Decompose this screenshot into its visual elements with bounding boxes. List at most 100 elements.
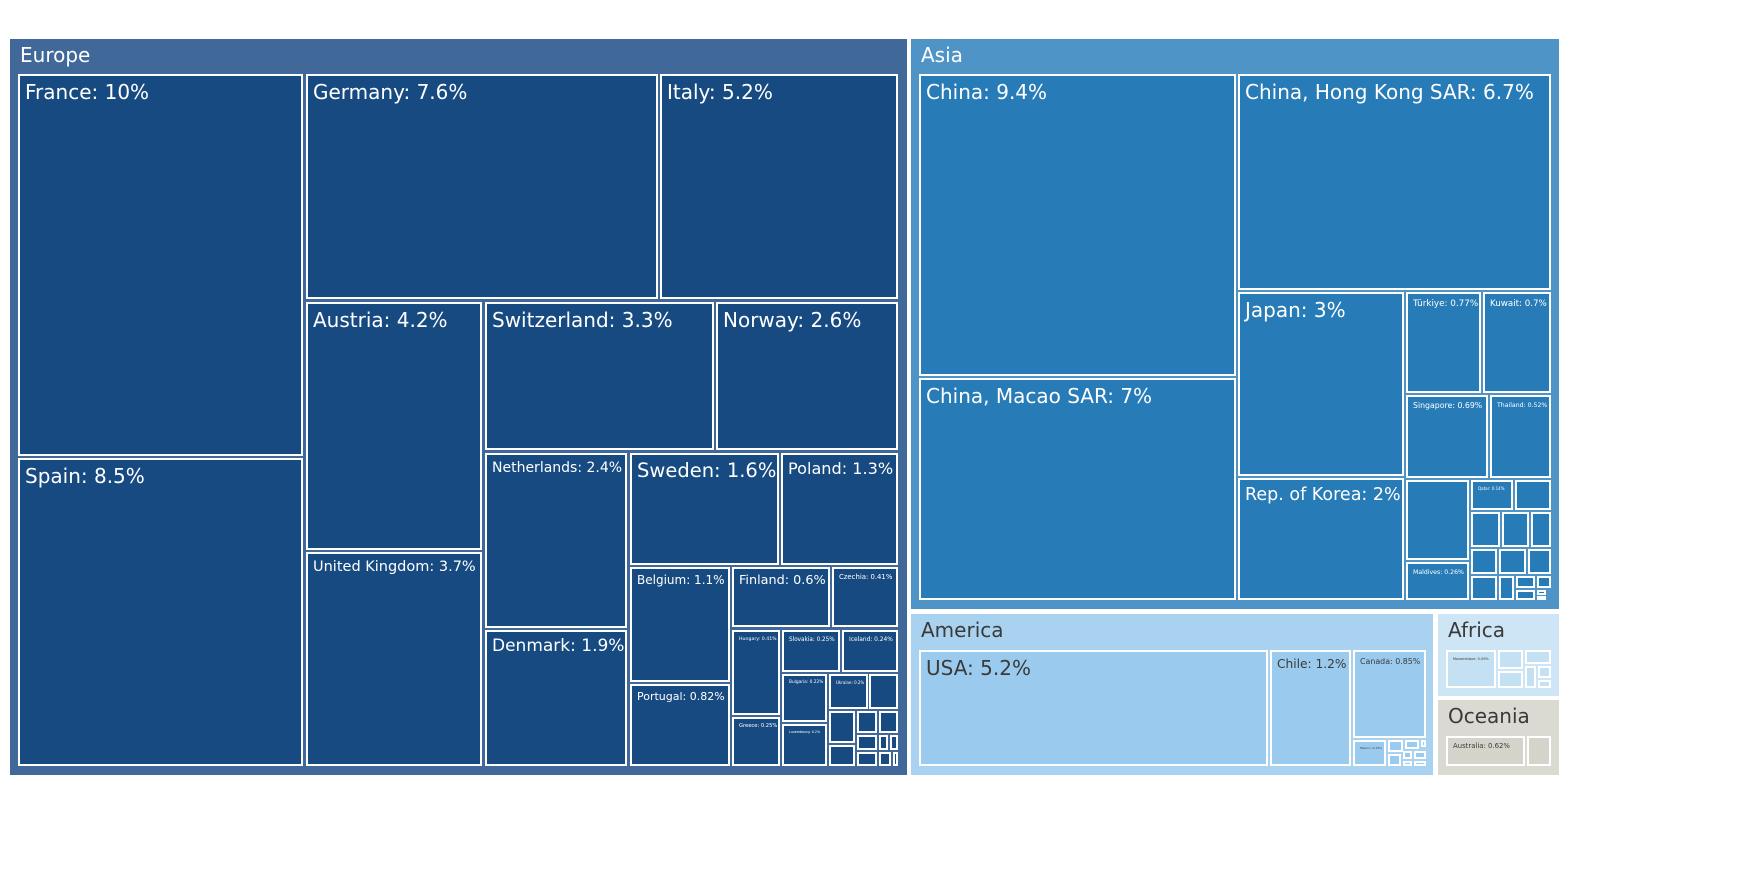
tile-denmark: Denmark: 1.9% (485, 630, 627, 766)
tile-japan: Japan: 3% (1238, 292, 1404, 476)
tile-unlabeled (1537, 576, 1551, 588)
tile-china: China: 9.4% (919, 74, 1236, 376)
tile-label: Bulgaria: 0.22% (789, 680, 824, 685)
tile-united-kingdom: United Kingdom: 3.7% (306, 552, 482, 766)
tile-unlabeled (879, 735, 888, 750)
tile-unlabeled (1537, 590, 1546, 595)
tile-label: France: 10% (25, 80, 150, 104)
tile-unlabeled (1498, 671, 1523, 688)
tile-austria: Austria: 4.2% (306, 302, 482, 550)
tile-unlabeled (1414, 761, 1426, 766)
tile-label: Thailand: 0.52% (1497, 402, 1548, 409)
tile-label: Qatar: 0.14% (1478, 486, 1505, 491)
tile-label: Chile: 1.2% (1277, 657, 1347, 671)
tile-qatar: Qatar: 0.14% (1471, 480, 1513, 510)
tile-luxembourg: Luxembourg: 0.2% (782, 724, 827, 766)
tile-singapore: Singapore: 0.69% (1406, 395, 1488, 478)
tile-label: Czechia: 0.41% (839, 573, 893, 581)
tile-canada: Canada: 0.85% (1353, 650, 1426, 738)
region-label: America (921, 618, 1004, 642)
tile-label: Italy: 5.2% (667, 80, 773, 104)
tile-unlabeled (1403, 761, 1412, 766)
tile-belgium: Belgium: 1.1% (630, 567, 730, 682)
tile-unlabeled (1406, 480, 1469, 560)
tile-label: Poland: 1.3% (788, 459, 894, 478)
tile-unlabeled (1421, 740, 1426, 747)
tile-unlabeled (857, 711, 877, 733)
tile-label: Ukraine: 0.2% (836, 680, 865, 685)
tile-label: Mexico: 0.15% (1360, 746, 1382, 750)
tile-unlabeled (1471, 576, 1497, 600)
tile-finland: Finland: 0.6% (732, 567, 830, 627)
tile-label: Canada: 0.85% (1360, 657, 1421, 666)
tile-unlabeled (1499, 576, 1514, 600)
tile-norway: Norway: 2.6% (716, 302, 898, 450)
tile-bulgaria: Bulgaria: 0.22% (782, 674, 827, 722)
tile-china-macao-sar: China, Macao SAR: 7% (919, 378, 1236, 600)
tile-label: Belgium: 1.1% (637, 573, 725, 587)
tile-label: Hungary: 0.41% (739, 637, 777, 642)
tile-label: Portugal: 0.82% (637, 690, 725, 703)
tile-iceland: Iceland: 0.24% (842, 630, 898, 672)
tile-mozambique: Mozambique: 0.09% (1446, 650, 1496, 688)
tile-label: Maldives: 0.26% (1413, 569, 1464, 576)
tile-ukraine: Ukraine: 0.2% (829, 674, 868, 709)
tile-label: Netherlands: 2.4% (492, 460, 623, 476)
tile-label: Australia: 0.62% (1453, 742, 1510, 750)
tile-czechia: Czechia: 0.41% (832, 567, 898, 627)
tile-australia: Australia: 0.62% (1446, 736, 1525, 766)
region-label: Europe (20, 43, 91, 67)
tile-chile: Chile: 1.2% (1270, 650, 1351, 766)
region-label: Africa (1448, 618, 1506, 642)
tile-unlabeled (893, 752, 898, 766)
tile-label: United Kingdom: 3.7% (313, 559, 476, 575)
tile-unlabeled (857, 752, 877, 766)
tile-unlabeled (1498, 650, 1523, 669)
tile-rep-of-korea: Rep. of Korea: 2% (1238, 478, 1404, 600)
tile-unlabeled (1516, 590, 1535, 600)
tile-unlabeled (1414, 751, 1426, 759)
tile-portugal: Portugal: 0.82% (630, 684, 730, 766)
tile-unlabeled (829, 745, 855, 766)
tile-label: Slovakia: 0.25% (789, 637, 835, 643)
tile-unlabeled (1515, 480, 1551, 510)
tile-unlabeled (1388, 754, 1401, 766)
tile-label: China, Macao SAR: 7% (926, 384, 1153, 408)
tile-unlabeled (1471, 549, 1497, 574)
tile-label: Iceland: 0.24% (849, 637, 893, 643)
tile-kuwait: Kuwait: 0.7% (1483, 292, 1551, 393)
tile-label: Germany: 7.6% (313, 80, 468, 104)
tile-unlabeled (1538, 680, 1551, 688)
tile-label: Spain: 8.5% (25, 464, 145, 488)
tile-unlabeled (1388, 740, 1403, 752)
tile-unlabeled (890, 735, 898, 750)
tile-label: Switzerland: 3.3% (492, 308, 673, 332)
tile-label: Greece: 0.25% (739, 723, 778, 729)
tile-label: China: 9.4% (926, 80, 1048, 104)
region-label: Asia (921, 43, 963, 67)
tile-maldives: Maldives: 0.26% (1406, 562, 1469, 600)
tile-label: Sweden: 1.6% (637, 459, 777, 482)
tile-unlabeled (1537, 596, 1546, 600)
tile-unlabeled (1403, 751, 1412, 759)
tile-label: Norway: 2.6% (723, 308, 862, 332)
tile-unlabeled (1499, 549, 1526, 574)
tile-unlabeled (1525, 666, 1536, 688)
tile-unlabeled (857, 735, 877, 750)
tile-label: USA: 5.2% (926, 656, 1031, 680)
tile-unlabeled (1525, 650, 1551, 664)
tile-hungary: Hungary: 0.41% (732, 630, 780, 715)
tile-label: Mozambique: 0.09% (1453, 657, 1489, 661)
tile-label: Denmark: 1.9% (492, 636, 625, 656)
tile-slovakia: Slovakia: 0.25% (782, 630, 840, 672)
tile-unlabeled (1528, 549, 1551, 574)
tile-label: Kuwait: 0.7% (1490, 299, 1547, 309)
tile-unlabeled (1516, 576, 1535, 588)
tile-unlabeled (869, 674, 898, 709)
tile-france: France: 10% (18, 74, 303, 456)
tile-label: Türkiye: 0.77% (1413, 299, 1479, 309)
tile-thailand: Thailand: 0.52% (1490, 395, 1551, 478)
tile-unlabeled (879, 711, 898, 733)
tile-label: China, Hong Kong SAR: 6.7% (1245, 80, 1534, 104)
